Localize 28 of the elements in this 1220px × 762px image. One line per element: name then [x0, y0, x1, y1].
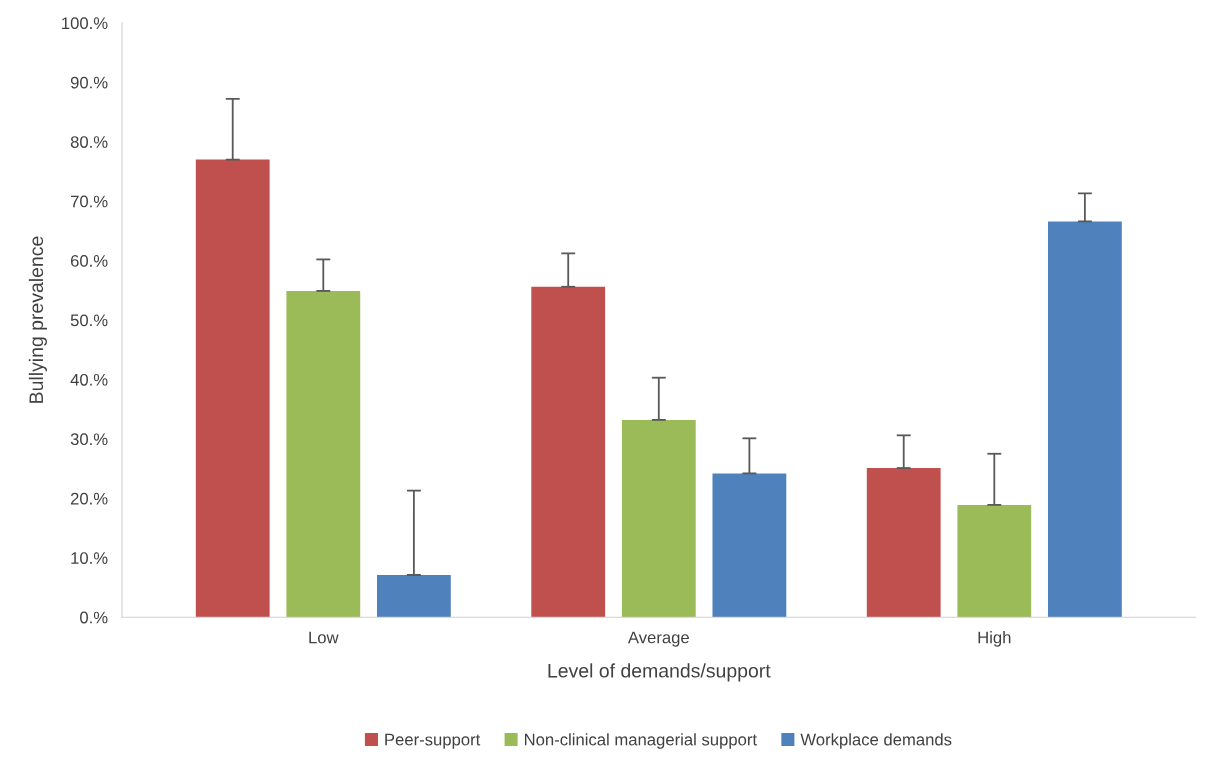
x-tick-label: High: [978, 631, 1011, 647]
y-tick-label: 60.%: [70, 255, 108, 267]
x-axis-title: Level of demands/support: [548, 663, 771, 682]
bar: [1047, 221, 1122, 618]
legend-label: Peer-support: [385, 733, 481, 749]
bar: [376, 575, 451, 618]
y-tick-label: 0.%: [80, 611, 108, 624]
y-tick-label: 100.%: [62, 17, 108, 30]
bar: [621, 419, 696, 618]
y-tick-label: 70.%: [70, 195, 108, 208]
y-axis-title: Bullying prevalence: [28, 236, 47, 403]
bar: [866, 468, 941, 618]
legend-label: Non-clinical managerial support: [524, 733, 757, 749]
legend-label: Workplace demands: [800, 733, 952, 749]
bar: [712, 473, 787, 618]
y-tick-label: 50.%: [70, 314, 108, 327]
x-tick-label: Average: [627, 631, 689, 647]
y-tick-label: 10.%: [71, 552, 108, 564]
bar: [286, 290, 361, 618]
y-tick-label: 20.%: [70, 492, 108, 505]
y-tick-label: 30.%: [70, 433, 108, 446]
bar: [195, 159, 270, 618]
y-tick-label: 90.%: [70, 76, 108, 89]
bar: [531, 286, 606, 618]
x-tick-label: Low: [309, 631, 339, 644]
y-tick-label: 40.%: [70, 373, 108, 386]
y-tick-label: 80.%: [70, 136, 108, 148]
bar: [957, 504, 1032, 618]
